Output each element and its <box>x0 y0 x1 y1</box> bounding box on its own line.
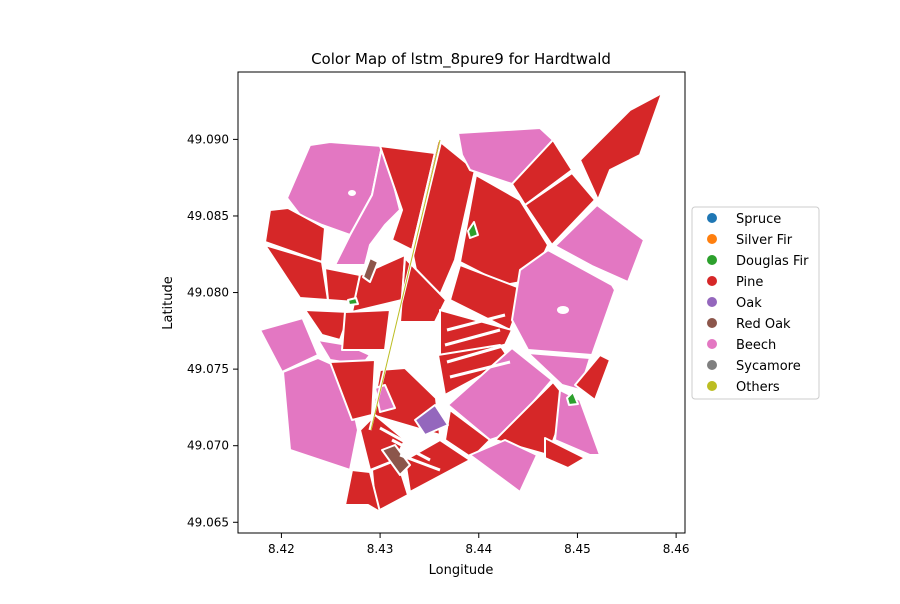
x-tick-label: 8.42 <box>268 542 295 556</box>
stand-pine <box>379 145 436 251</box>
legend-label: Oak <box>736 296 762 311</box>
y-ticks: 49.065 49.070 49.075 49.080 49.085 49.090 <box>187 132 238 529</box>
stand-pine <box>574 354 611 401</box>
legend-marker <box>707 297 717 307</box>
stand-beech <box>469 439 538 493</box>
y-tick-label: 49.065 <box>187 515 229 529</box>
stand-pine <box>341 309 391 351</box>
stand-oak <box>414 404 449 436</box>
legend-marker <box>707 213 717 223</box>
legend-marker <box>707 276 717 286</box>
stand-pine <box>544 437 586 469</box>
axes-frame <box>237 71 686 534</box>
x-tick-label: 8.44 <box>465 542 492 556</box>
y-tick-label: 49.090 <box>187 132 229 146</box>
legend-label: Spruce <box>736 212 781 227</box>
legend-label: Douglas Fir <box>736 254 809 269</box>
y-tick-label: 49.080 <box>187 286 229 300</box>
stand-beech <box>259 311 319 373</box>
forest-stands <box>259 92 663 513</box>
legend-marker <box>707 318 717 328</box>
legend-label: Others <box>736 380 780 395</box>
x-ticks: 8.42 8.43 8.44 8.45 8.46 <box>268 533 689 556</box>
y-tick-label: 49.085 <box>187 209 229 223</box>
legend-label: Silver Fir <box>736 233 793 248</box>
legend-marker <box>707 255 717 265</box>
legend-box <box>691 206 820 400</box>
stand-douglas-fir <box>467 221 479 239</box>
clearing <box>557 306 569 314</box>
stand-beech <box>511 249 616 356</box>
stand-red-oak <box>381 444 411 476</box>
stand-pine <box>264 207 326 263</box>
stand-beech <box>334 145 401 266</box>
stand-pine <box>344 469 381 513</box>
stand-douglas-fir <box>347 297 359 306</box>
legend-label: Pine <box>736 275 763 290</box>
stand-pine <box>444 409 491 459</box>
legend-marker <box>707 360 717 370</box>
legend-label: Beech <box>736 338 776 353</box>
legend-marker <box>707 381 717 391</box>
legend-label: Red Oak <box>736 317 791 332</box>
x-tick-label: 8.43 <box>367 542 394 556</box>
stand-pine <box>579 92 663 201</box>
y-tick-label: 49.075 <box>187 362 229 376</box>
stand-beech <box>527 352 591 391</box>
legend: Spruce Silver Fir Douglas Fir Pine Oak Red Oa… <box>691 206 820 400</box>
stand-pine <box>511 139 573 206</box>
x-tick-label: 8.45 <box>564 542 591 556</box>
clearing <box>348 190 356 196</box>
legend-label: Sycamore <box>736 359 801 374</box>
stand-red-oak <box>362 257 379 283</box>
y-tick-label: 49.070 <box>187 439 229 453</box>
stand-beech <box>554 204 645 283</box>
legend-marker <box>707 234 717 244</box>
stand-pine <box>304 309 351 341</box>
stand-douglas-fir <box>566 391 579 406</box>
stand-pine <box>404 439 471 493</box>
others-line <box>370 139 441 431</box>
chart-title: Color Map of lstm_8pure9 for Hardtwald <box>311 50 611 69</box>
y-axis-label: Latitude <box>161 276 176 330</box>
legend-marker <box>707 339 717 349</box>
x-axis-label: Longitude <box>429 563 494 578</box>
x-tick-label: 8.46 <box>663 542 690 556</box>
stand-pine <box>524 172 596 246</box>
